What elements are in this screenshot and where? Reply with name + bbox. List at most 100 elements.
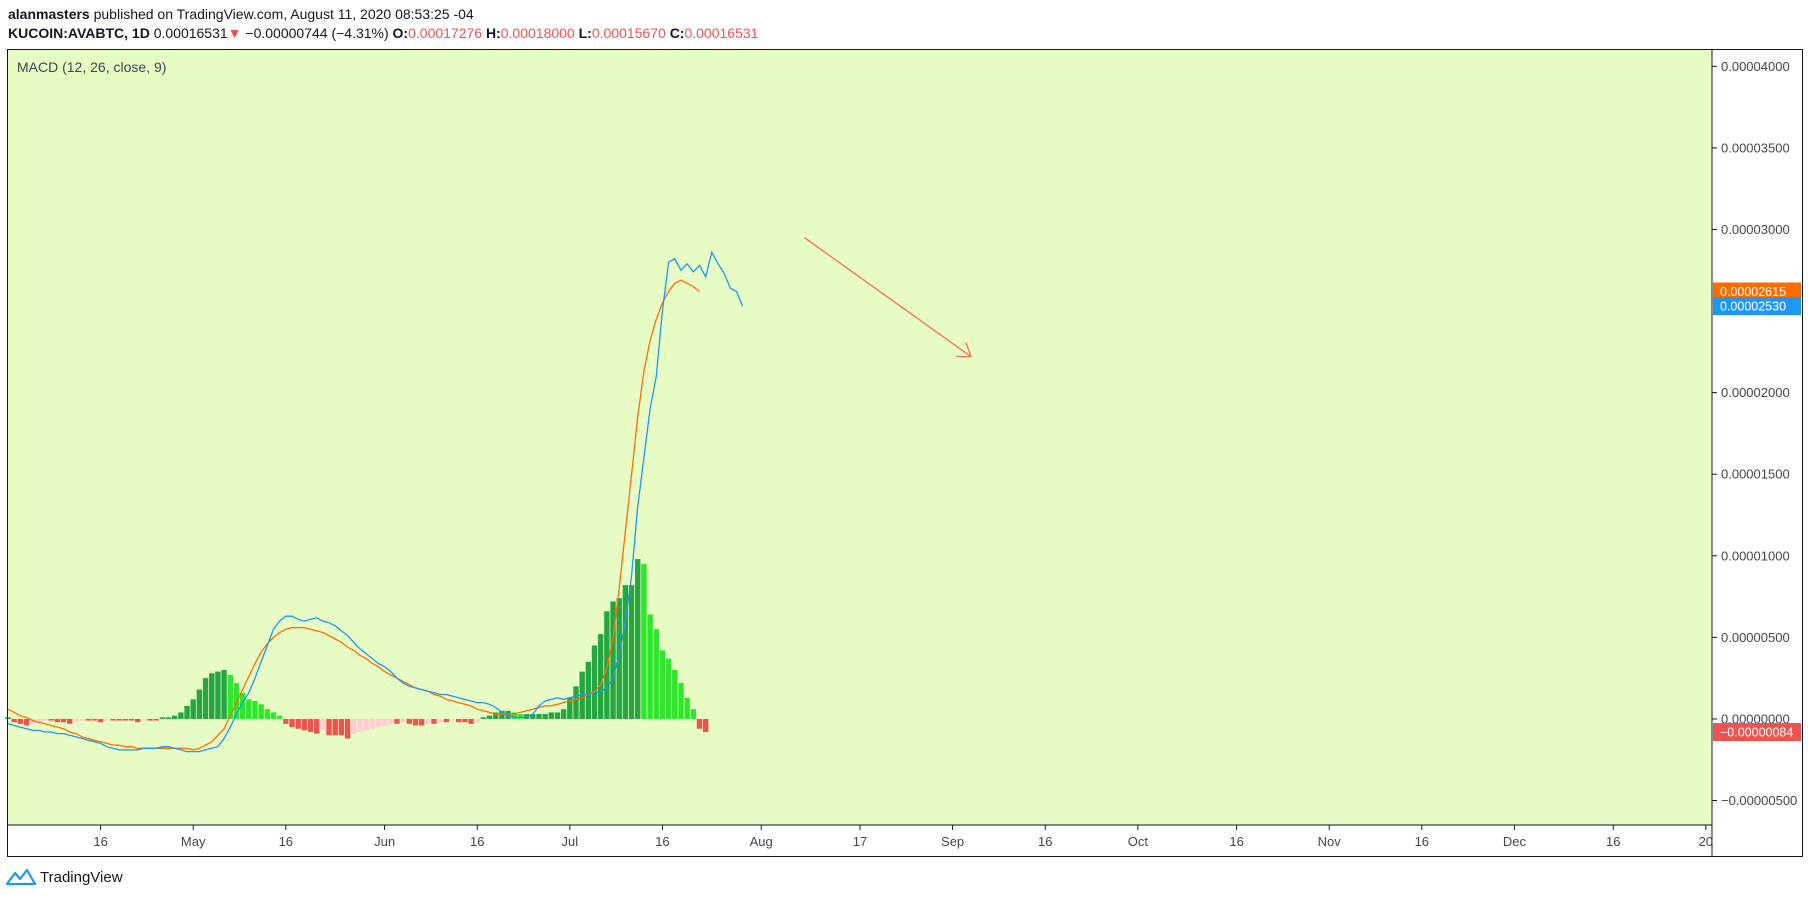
high-label: H: xyxy=(485,25,501,41)
histogram-bar xyxy=(190,699,196,719)
histogram-bar xyxy=(400,718,406,723)
x-tick-label: Aug xyxy=(750,834,773,849)
histogram-bar xyxy=(375,718,382,728)
last-label-text: 0.00002530 xyxy=(1720,300,1786,314)
histogram-bar xyxy=(67,718,73,724)
histogram-bar xyxy=(622,585,629,719)
histogram-bar xyxy=(696,718,703,729)
histogram-bars xyxy=(5,559,709,739)
histogram-bar xyxy=(85,718,91,721)
histogram-bar xyxy=(610,601,616,719)
histogram-bar xyxy=(171,715,178,719)
histogram-bar xyxy=(134,718,141,723)
histogram-bar xyxy=(511,712,517,719)
chart-frame xyxy=(7,49,1803,857)
time-axis[interactable]: 16 May 16 Jun 16 Jul 16 Aug 17 Sep 16 Oct 16 Nov 16 Dec… xyxy=(93,825,1713,849)
histogram-bar xyxy=(227,674,233,719)
y-tick-label: 0.00000000 xyxy=(1721,711,1790,726)
histogram-bar xyxy=(196,689,203,719)
histogram-bar xyxy=(468,718,474,724)
histogram-bar xyxy=(672,670,678,719)
low-value: 0.00015670 xyxy=(591,25,666,41)
footer-brand[interactable]: TradingView xyxy=(6,868,123,886)
histogram-bar xyxy=(604,611,610,719)
histogram-bar xyxy=(42,718,48,721)
histogram-last-label: −0.00000084 xyxy=(1713,723,1801,741)
macd-line xyxy=(7,250,744,753)
last-label-box xyxy=(1713,723,1801,741)
histogram-bar xyxy=(554,712,561,719)
histogram-bar xyxy=(517,714,524,719)
histogram-bar xyxy=(270,712,277,719)
signal-line xyxy=(7,279,700,751)
indicator-legend[interactable]: MACD (12, 26, close, 9) xyxy=(17,59,167,75)
x-tick-label: 16 xyxy=(470,834,484,849)
histogram-bar xyxy=(369,718,375,729)
change-arrow-icon: ▼ xyxy=(227,25,242,41)
x-tick-label: 17 xyxy=(853,834,867,849)
price-axis[interactable]: 0.00004000 0.00003500 0.00003000 0.00002000… xyxy=(1712,59,1797,808)
trend-arrow[interactable] xyxy=(803,237,972,358)
last-label-text: 0.00002615 xyxy=(1720,285,1786,299)
last-label-box xyxy=(1713,297,1801,316)
histogram-bar xyxy=(351,718,357,734)
histogram-bar xyxy=(659,650,666,719)
histogram-bar xyxy=(209,673,215,719)
x-tick-label: 20 xyxy=(1699,834,1713,849)
histogram-bar xyxy=(289,718,295,728)
histogram-bar xyxy=(684,697,690,719)
low-label: L: xyxy=(578,25,592,41)
histogram-bar xyxy=(110,718,116,721)
symbol-info: KUCOIN:AVABTC, 1D 0.00016531▼ −0.0000074… xyxy=(8,24,758,42)
histogram-bar xyxy=(202,678,209,719)
histogram-bar xyxy=(431,718,437,724)
histogram-bar xyxy=(486,715,493,719)
histogram-bar xyxy=(560,709,567,719)
histogram-bar xyxy=(628,585,635,719)
histogram-bar xyxy=(258,704,264,719)
histogram-bar xyxy=(29,718,36,724)
histogram-bar xyxy=(505,710,511,719)
plot-area[interactable] xyxy=(8,50,1712,825)
histogram-bar xyxy=(474,718,480,723)
x-tick-label: 16 xyxy=(1415,834,1429,849)
x-tick-label: 16 xyxy=(655,834,669,849)
histogram-bar xyxy=(276,715,283,719)
last-label-box xyxy=(1713,282,1801,301)
histogram-bar xyxy=(73,718,79,723)
x-tick-label: 16 xyxy=(279,834,293,849)
histogram-bar xyxy=(523,714,530,719)
histogram-bar xyxy=(283,718,289,724)
histogram-bar xyxy=(357,718,363,732)
histogram-bar xyxy=(493,712,499,719)
histogram-bar xyxy=(60,718,67,723)
histogram-bar xyxy=(647,614,653,719)
y-tick-label: 0.00003500 xyxy=(1721,140,1790,155)
close-label: C: xyxy=(669,25,685,41)
histogram-bar xyxy=(425,718,431,724)
histogram-bar xyxy=(116,718,122,721)
histogram-bar xyxy=(344,718,351,739)
y-tick-label: 0.00000500 xyxy=(1721,630,1790,645)
arrow-shaft xyxy=(803,237,972,358)
histogram-bar xyxy=(184,705,190,719)
histogram-bar xyxy=(246,699,252,719)
histogram-bar xyxy=(449,718,456,721)
histogram-bar xyxy=(48,718,54,721)
histogram-bar xyxy=(653,629,659,719)
histogram-bar xyxy=(147,718,153,721)
open-value: 0.00017276 xyxy=(408,25,483,41)
histogram-bar xyxy=(97,718,104,723)
histogram-bar xyxy=(295,718,301,729)
y-tick-label: 0.00004000 xyxy=(1721,59,1790,74)
histogram-bar xyxy=(313,718,320,734)
last-label-text: −0.00000084 xyxy=(1720,726,1793,740)
histogram-bar xyxy=(221,670,227,719)
histogram-bar xyxy=(233,683,240,719)
histogram-bar xyxy=(239,692,246,719)
author-name[interactable]: alanmasters xyxy=(8,6,90,22)
histogram-bar xyxy=(462,718,468,723)
histogram-bar xyxy=(437,718,443,723)
